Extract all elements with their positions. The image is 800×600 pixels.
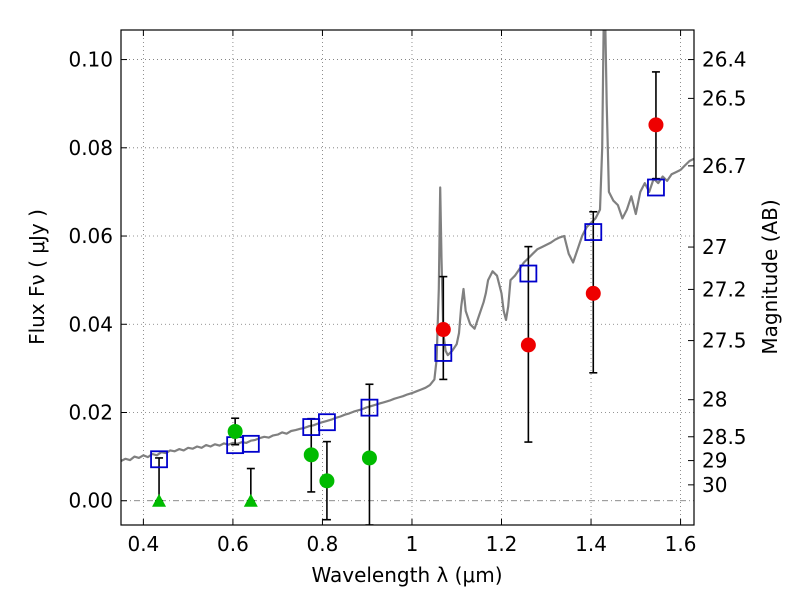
x-tick-label: 1.4 bbox=[575, 532, 607, 556]
x-axis-label: Wavelength λ (μm) bbox=[311, 563, 502, 587]
green-data-point bbox=[303, 447, 319, 463]
model-photometry-square bbox=[241, 434, 260, 453]
grid-lines bbox=[121, 30, 694, 525]
red-data-point bbox=[648, 117, 664, 133]
green-upper-limit-triangle bbox=[243, 493, 258, 507]
x-tick-label: 0.4 bbox=[127, 532, 159, 556]
model-photometry-square bbox=[434, 344, 453, 362]
model-photometry-square bbox=[318, 413, 336, 432]
plot-marks bbox=[121, 30, 694, 525]
magnitude-tick-label: 27.5 bbox=[702, 329, 747, 353]
axis-ticks: 0.4 0.6 0.8 1 1.2 1.4 1.6 0.00 0.02 0.04 0.06 0.08 0… bbox=[68, 30, 747, 556]
green-data-point bbox=[227, 423, 243, 439]
model-photometry-square bbox=[519, 264, 538, 283]
y-tick-label: 0.10 bbox=[68, 48, 113, 72]
x-tick-label: 1.6 bbox=[665, 532, 697, 556]
magnitude-tick-label: 28.5 bbox=[702, 425, 747, 449]
model-photometry-square bbox=[150, 450, 168, 469]
magnitude-tick-label: 26.5 bbox=[702, 86, 747, 110]
green-data-point bbox=[319, 473, 335, 489]
y-tick-label: 0.00 bbox=[68, 489, 113, 513]
x-tick-label: 1 bbox=[406, 532, 419, 556]
model-photometry-square bbox=[647, 178, 665, 197]
plot-frame bbox=[120, 29, 695, 526]
y-tick-label: 0.04 bbox=[68, 312, 113, 336]
y-tick-label: 0.02 bbox=[68, 401, 113, 425]
x-tick-label: 0.6 bbox=[217, 532, 249, 556]
red-data-point bbox=[435, 322, 451, 338]
magnitude-tick-label: 27 bbox=[702, 235, 727, 259]
magnitude-tick-label: 28 bbox=[702, 388, 727, 412]
y-tick-label: 0.06 bbox=[68, 224, 113, 248]
model-photometry-square bbox=[360, 398, 379, 417]
magnitude-tick-label: 29 bbox=[702, 449, 727, 473]
magnitude-tick-label: 27.2 bbox=[702, 277, 747, 301]
green-upper-limit-triangle bbox=[152, 493, 167, 507]
red-data-point bbox=[585, 285, 601, 301]
y-tick-label: 0.08 bbox=[68, 136, 113, 160]
x-tick-label: 1.2 bbox=[486, 532, 518, 556]
magnitude-tick-label: 30 bbox=[702, 473, 727, 497]
magnitude-tick-label: 26.7 bbox=[702, 154, 747, 178]
y-axis-label: Flux Fν ( μJy ) bbox=[25, 209, 49, 345]
magnitude-tick-label: 26.4 bbox=[702, 48, 747, 72]
red-data-point bbox=[520, 337, 536, 353]
model-spectrum-line bbox=[121, 30, 694, 462]
magnitude-axis-label: Magnitude (AB) bbox=[758, 199, 782, 354]
model-photometry-square bbox=[584, 223, 603, 241]
x-tick-label: 0.8 bbox=[307, 532, 339, 556]
green-data-point bbox=[361, 450, 377, 466]
